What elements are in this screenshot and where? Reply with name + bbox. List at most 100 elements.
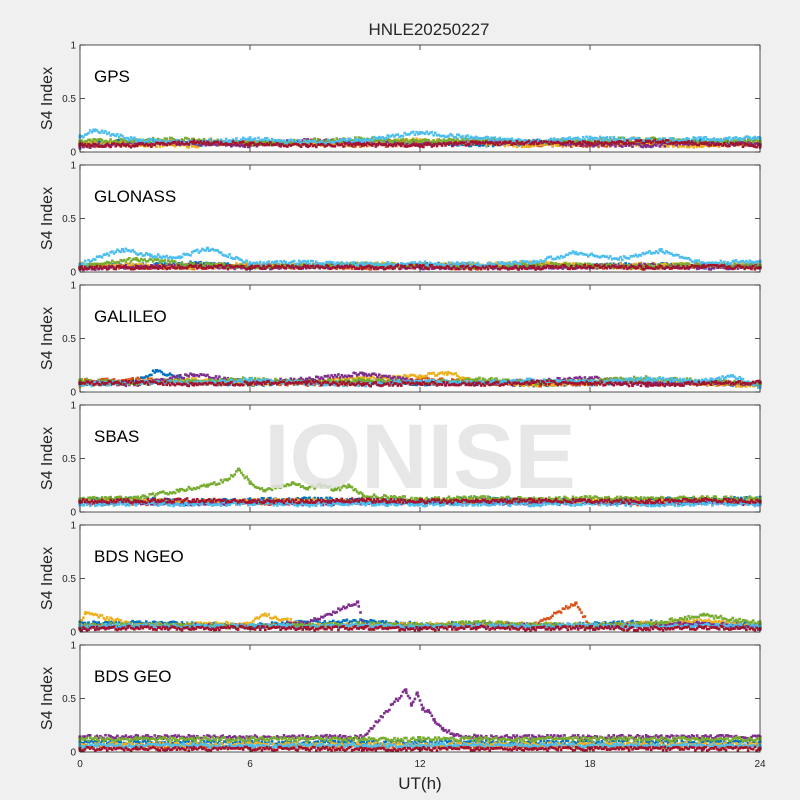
data-point: [226, 143, 230, 146]
data-point: [639, 267, 643, 270]
data-point: [403, 138, 406, 142]
data-point: [639, 139, 643, 142]
data-point: [502, 141, 505, 144]
data-point: [422, 145, 425, 149]
data-point: [581, 145, 585, 148]
data-point: [124, 143, 128, 146]
data-point: [150, 141, 153, 145]
data-point: [607, 142, 610, 146]
data-point: [547, 142, 551, 146]
data-point: [626, 139, 629, 142]
data-point: [308, 140, 311, 143]
data-point: [449, 141, 452, 145]
data-point: [546, 140, 549, 144]
data-point: [524, 264, 527, 268]
data-point: [478, 139, 481, 142]
data-point: [571, 143, 575, 147]
data-point: [660, 138, 663, 141]
data-point: [291, 140, 294, 144]
data-point: [731, 137, 735, 140]
data-point: [587, 138, 590, 141]
data-point: [236, 143, 240, 147]
data-point: [250, 143, 253, 147]
data-point: [437, 142, 440, 145]
data-point: [717, 138, 721, 142]
data-point: [253, 137, 257, 140]
data-point: [352, 139, 355, 142]
data-point: [138, 139, 141, 142]
data-point: [624, 262, 627, 265]
data-point: [495, 138, 498, 141]
data-point: [517, 141, 520, 145]
data-point: [527, 145, 531, 149]
data-point: [128, 141, 131, 144]
data-point: [753, 145, 757, 148]
data-point: [313, 139, 316, 143]
data-point: [658, 137, 661, 141]
data-point: [592, 138, 595, 142]
data-point: [741, 137, 745, 141]
data-point: [401, 134, 405, 138]
y-axis-label: S4 Index: [39, 67, 56, 130]
data-point: [228, 139, 231, 142]
data-point: [180, 261, 184, 264]
data-point: [386, 137, 389, 141]
data-point: [627, 141, 631, 145]
data-point: [298, 139, 301, 142]
data-point: [87, 265, 90, 269]
data-point: [427, 132, 430, 136]
data-point: [728, 136, 731, 139]
data-point: [614, 145, 617, 148]
data-point: [393, 140, 396, 144]
data-point: [651, 136, 655, 139]
data-point: [459, 262, 463, 266]
data-point: [716, 142, 719, 146]
data-point: [757, 136, 760, 139]
data-point: [508, 138, 512, 142]
data-point: [133, 138, 136, 142]
data-point: [361, 142, 365, 147]
data-point: [607, 140, 610, 143]
data-point: [556, 140, 559, 144]
data-point: [119, 133, 123, 137]
data-point: [168, 142, 172, 146]
data-point: [598, 143, 602, 146]
data-point: [204, 139, 208, 143]
data-point: [687, 143, 690, 147]
data-point: [636, 142, 639, 146]
data-point: [726, 139, 729, 143]
data-point: [721, 144, 724, 147]
data-point: [420, 142, 423, 145]
data-point: [326, 143, 330, 146]
data-point: [435, 142, 439, 146]
data-point: [598, 137, 602, 141]
data-point: [631, 137, 634, 140]
data-point: [253, 141, 257, 145]
data-point: [554, 141, 558, 145]
data-point: [294, 142, 298, 146]
data-point: [325, 139, 328, 143]
data-point: [658, 142, 661, 146]
data-point: [598, 135, 602, 139]
data-point: [357, 137, 361, 141]
data-point: [704, 136, 707, 139]
data-point: [593, 136, 597, 140]
data-point: [452, 138, 456, 142]
data-point: [202, 140, 206, 143]
data-point: [469, 135, 473, 139]
data-point: [677, 138, 680, 141]
data-point: [706, 141, 709, 145]
data-point: [131, 137, 134, 141]
data-point: [238, 139, 242, 143]
data-point: [447, 141, 451, 144]
data-point: [163, 143, 167, 146]
data-point: [512, 144, 515, 148]
data-point: [236, 140, 240, 143]
data-point: [277, 144, 281, 147]
data-point: [486, 144, 490, 147]
data-point: [299, 145, 303, 148]
data-point: [585, 135, 588, 139]
data-point: [513, 142, 517, 146]
data-point: [393, 142, 396, 146]
data-point: [427, 138, 430, 142]
